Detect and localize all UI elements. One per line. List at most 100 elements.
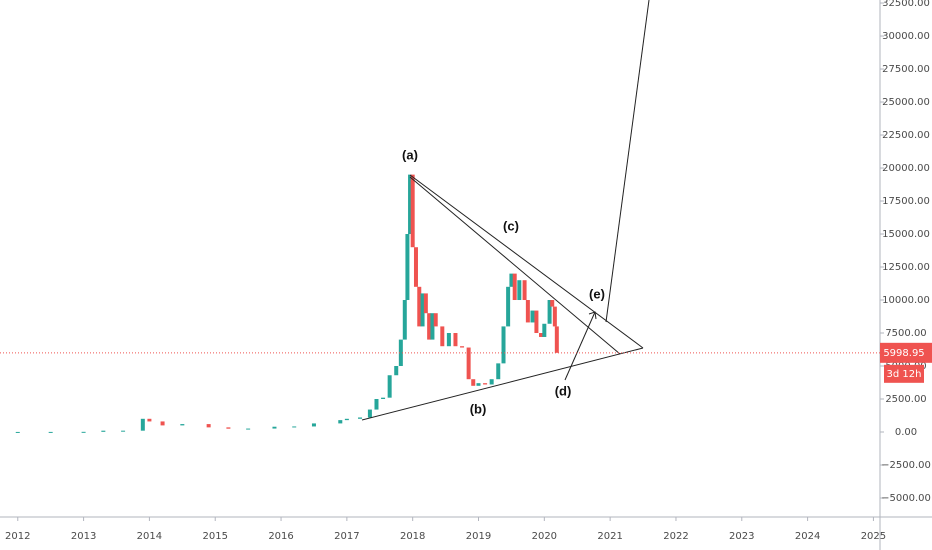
candle [525,300,530,323]
y-tick-label: 7500.00 [885,328,926,339]
x-tick-label: 2020 [532,531,557,542]
y-tick-label: 0.00 [895,427,917,438]
x-tick-label: 2024 [795,531,820,542]
candle [413,247,418,287]
x-tick-label: 2014 [137,531,162,542]
candle [226,427,231,429]
candle [398,339,403,367]
candle [206,424,211,428]
y-tick-label: 22500.00 [882,130,930,141]
y-tick-label: 25000.00 [882,97,930,108]
y-tick-label: 32500.00 [882,0,930,9]
x-tick-label: 2022 [663,531,688,542]
candle [550,300,555,307]
annotation: (c) [503,218,519,233]
annotation: (e) [589,286,605,301]
candle [387,375,392,398]
candle [405,234,410,301]
candle [460,346,465,348]
candle [509,273,514,287]
candle [408,174,413,235]
candle [506,286,511,327]
candle [430,313,435,340]
trend-line [409,176,621,355]
x-tick-label: 2012 [5,531,30,542]
last-price-box [880,342,932,363]
candle [180,424,185,426]
candle [338,420,343,424]
candle [471,379,476,386]
y-tick-label: 20000.00 [882,163,930,174]
x-tick-label: 2016 [268,531,293,542]
candle [547,300,552,324]
annotation: (a) [402,147,418,162]
candle [512,273,517,301]
drawings: (a) (b) (c) (d) (e) [361,0,650,421]
y-tick-label: −2500.00 [881,460,931,471]
x-tick-label: 2025 [861,531,886,542]
trend-line [409,174,644,349]
x-tick-label: 2013 [71,531,96,542]
candle [534,310,539,334]
candle [160,421,165,426]
candle [344,418,349,421]
candle [423,293,428,314]
plot [15,174,559,433]
arrow-line [564,311,596,381]
candle [15,431,20,433]
annotation: (b) [470,401,487,416]
candle [427,313,432,340]
y-tick-label: 12500.00 [882,262,930,273]
annotation: (d) [555,383,572,398]
y-tick-label: −5000.00 [881,493,931,504]
candle [147,418,152,422]
x-tick-label: 2015 [203,531,228,542]
y-tick-label: 17500.00 [882,196,930,207]
candle [417,286,422,327]
candle [311,423,316,427]
candle [539,333,544,337]
x-tick-label: 2017 [334,531,359,542]
candle [433,313,438,327]
trend-line [361,347,644,421]
candle [522,280,527,301]
candle [410,174,415,248]
x-tick-label: 2018 [400,531,425,542]
candle [554,326,559,353]
y-tick-label: 15000.00 [882,229,930,240]
candle [496,363,501,380]
candle [246,428,251,430]
y-tick-label: 2500.00 [885,394,926,405]
projection-line [605,0,650,323]
candle [140,418,145,431]
candle [489,379,494,385]
candle [440,326,445,347]
candle [542,323,547,337]
last-price-label: 5998.95 [883,348,924,359]
candle [381,397,386,400]
candle [517,280,522,301]
candle [483,383,488,385]
candle [402,300,407,340]
candle [530,310,535,323]
candle [420,293,425,327]
candle [453,333,458,347]
y-tick-label: 30000.00 [882,31,930,42]
candle [476,383,481,386]
x-tick-label: 2023 [729,531,754,542]
candle [552,306,557,327]
candle [394,366,399,376]
candle [466,347,471,380]
candle [374,399,379,410]
candle [292,426,297,428]
y-tick-label: 10000.00 [882,295,930,306]
candle [101,430,106,432]
arrow-head [588,311,597,320]
candle [501,326,506,364]
candle [367,409,372,418]
candle [272,426,277,429]
x-tick-label: 2021 [597,531,622,542]
countdown-box [884,364,924,383]
y-tick-label: 27500.00 [882,64,930,75]
